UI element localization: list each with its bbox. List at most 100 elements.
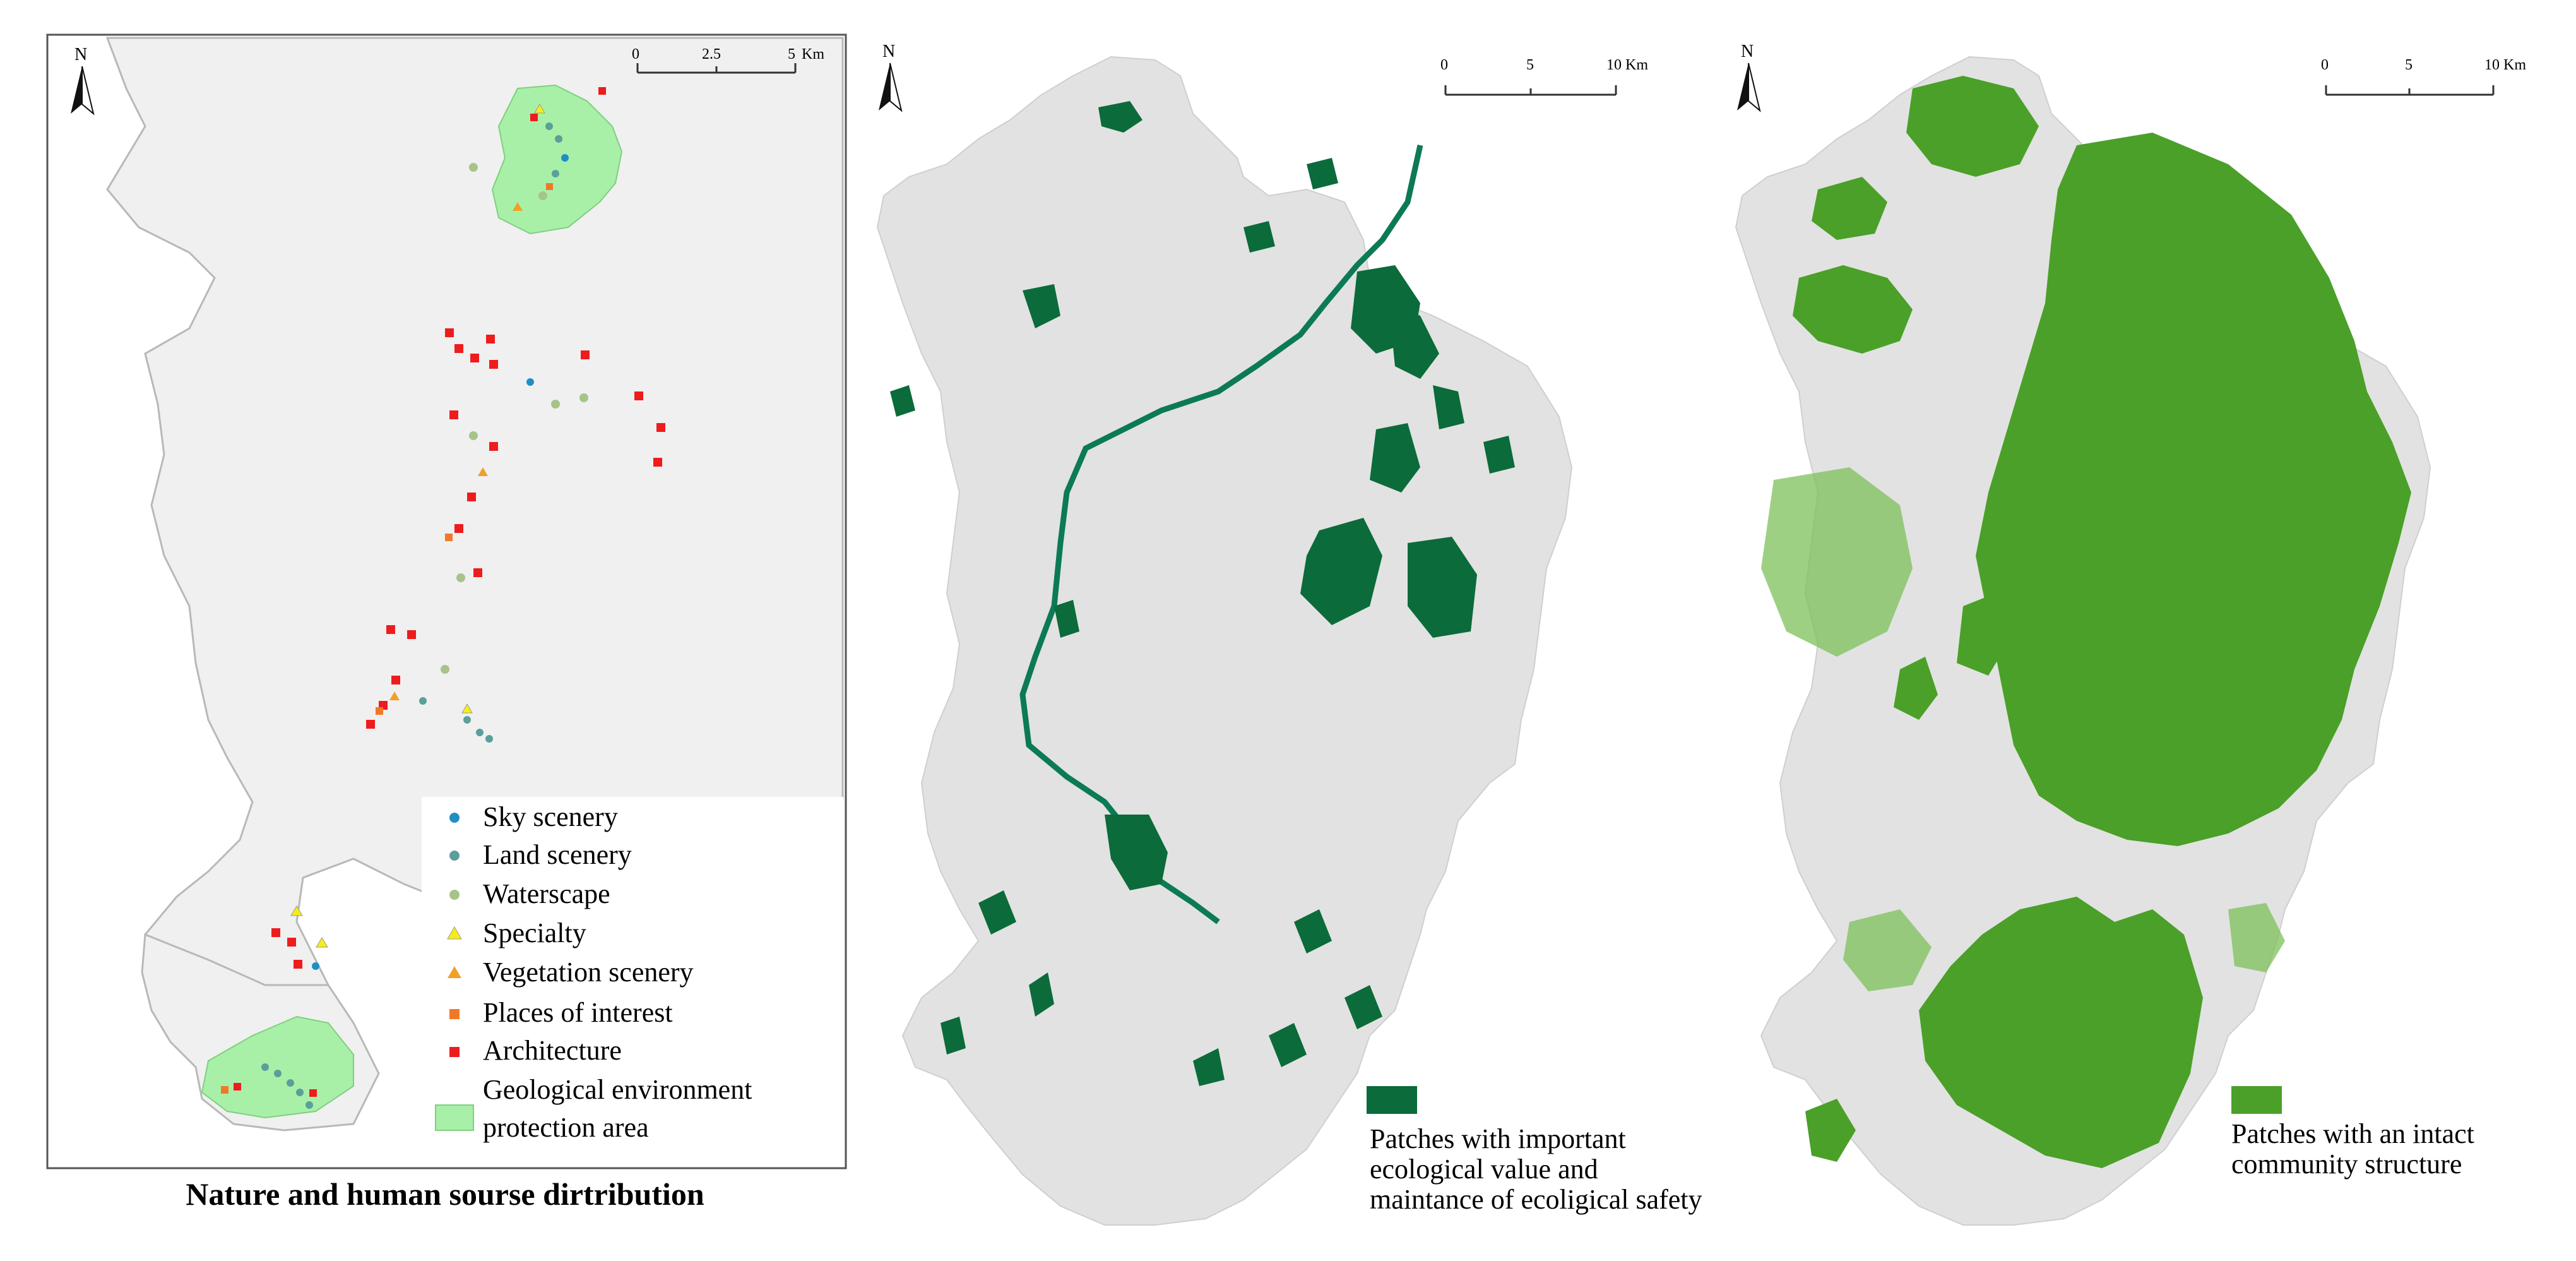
scale-tick-1: 5 <box>1526 57 1534 73</box>
scale-tick-0: 0 <box>632 46 639 63</box>
panel-1: N 0 2.5 5 Km Sky scenery Land scenery Wa… <box>46 33 847 1212</box>
point-land <box>419 697 427 705</box>
legend-symbol-sky <box>449 813 460 823</box>
legend-line-1: Patches with an intact <box>2231 1118 2474 1149</box>
legend-symbol-vegetation <box>448 966 461 978</box>
point-land <box>287 1079 294 1087</box>
point-architecture <box>467 493 476 501</box>
legend-label-specialty: Specialty <box>483 917 586 948</box>
point-specialty <box>461 703 473 714</box>
scale-tick-1: 2.5 <box>702 46 721 63</box>
legend-label-land: Land scenery <box>483 839 632 870</box>
point-water <box>441 665 449 674</box>
point-architecture <box>271 928 280 937</box>
point-architecture <box>581 350 590 359</box>
north-arrow-panel-3: N <box>1737 42 1761 112</box>
panel-1-caption: Nature and human sourse dirtribution <box>186 1176 704 1212</box>
point-architecture <box>486 335 495 344</box>
legend-symbol-community <box>2231 1086 2282 1114</box>
point-vegetation <box>478 467 488 476</box>
point-architecture <box>386 625 395 634</box>
point-architecture <box>366 720 375 729</box>
scale-unit: Km <box>1625 57 1648 73</box>
scale-tick-0: 0 <box>2321 57 2329 73</box>
scale-tick-1: 5 <box>2405 57 2413 73</box>
point-land <box>274 1070 282 1077</box>
north-label: N <box>1741 42 1754 61</box>
legend-label-vegetation: Vegetation scenery <box>483 957 694 988</box>
river <box>1019 145 1423 924</box>
panel-2: N 0 5 10 Km Patches with important ecolo… <box>877 42 1702 1226</box>
north-arrow-panel-2: N <box>879 42 903 112</box>
point-water <box>456 573 465 582</box>
legend-label-water: Waterscape <box>483 878 610 909</box>
point-specialty <box>290 905 303 916</box>
north-label: N <box>882 42 895 61</box>
scale-tick-0: 0 <box>1440 57 1448 73</box>
legend-label-architecture: Architecture <box>483 1035 622 1066</box>
scale-tick-2: 10 <box>2484 57 2500 73</box>
legend-panel-1: Sky scenery Land scenery Waterscape Spec… <box>422 797 843 1167</box>
point-specialty <box>316 937 328 948</box>
point-sky <box>561 154 569 162</box>
legend-panel-3: Patches with an intact community structu… <box>2231 1086 2474 1180</box>
ecological-patches <box>890 101 1515 1086</box>
legend-label-sky: Sky scenery <box>483 801 618 832</box>
point-interest <box>546 183 553 190</box>
community-patches <box>1793 76 2411 1168</box>
scale-tick-2: 5 <box>788 46 795 63</box>
legend-label-geo-line2: protection area <box>483 1112 649 1143</box>
point-water <box>551 400 560 409</box>
point-architecture <box>445 328 454 337</box>
legend-box <box>422 797 843 1167</box>
scalebar-panel-1: 0 2.5 5 Km <box>632 46 824 74</box>
point-specialty <box>534 103 545 114</box>
point-architecture <box>407 630 416 639</box>
point-architecture <box>598 87 606 95</box>
point-architecture <box>656 423 665 432</box>
point-land <box>261 1063 269 1071</box>
legend-line-2: community structure <box>2231 1149 2462 1180</box>
point-vegetation <box>513 202 523 211</box>
legend-line-2: ecological value and <box>1370 1154 1598 1185</box>
legend-panel-2: Patches with important ecological value … <box>1367 1086 1702 1215</box>
point-water <box>579 393 588 402</box>
point-land <box>552 170 559 177</box>
point-land <box>463 716 471 724</box>
point-architecture <box>530 114 538 121</box>
point-architecture <box>309 1089 317 1097</box>
north-arrow-panel-1: N <box>71 45 95 116</box>
legend-line-1: Patches with important <box>1370 1123 1626 1154</box>
point-vegetation <box>389 691 400 700</box>
point-land <box>306 1101 313 1109</box>
point-architecture <box>454 344 463 353</box>
legend-line-3: maintance of ecoligical safety <box>1370 1184 1702 1215</box>
legend-label-geo-line1: Geological environment <box>483 1074 752 1105</box>
point-architecture <box>234 1083 241 1091</box>
legend-symbol-architecture <box>449 1047 460 1057</box>
point-architecture <box>454 524 463 533</box>
point-water <box>469 431 478 440</box>
point-architecture <box>287 938 296 947</box>
point-water <box>469 163 478 172</box>
legend-symbol-water <box>449 890 460 900</box>
point-interest <box>445 534 453 541</box>
scalebar-panel-2: 0 5 10 Km <box>1440 57 1648 96</box>
point-sky <box>526 378 534 386</box>
legend-symbol-specialty <box>447 926 462 940</box>
point-land <box>555 135 562 143</box>
point-architecture <box>489 360 498 369</box>
panel-3: N 0 5 10 Km Patches with an intact commu… <box>1735 42 2526 1226</box>
point-architecture <box>473 568 482 577</box>
scale-unit: Km <box>802 46 824 63</box>
point-interest <box>376 707 383 715</box>
point-land <box>296 1089 304 1096</box>
geo-protection-area-north <box>491 84 623 235</box>
source-points <box>221 87 665 1109</box>
point-interest <box>221 1086 229 1094</box>
point-architecture <box>294 960 302 969</box>
point-architecture <box>489 442 498 451</box>
point-architecture <box>391 676 400 684</box>
point-water <box>538 191 547 200</box>
